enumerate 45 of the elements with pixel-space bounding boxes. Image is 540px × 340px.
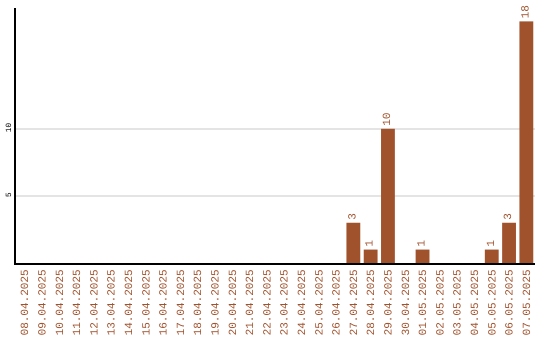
x-tick-label: 26.04.2025 (332, 269, 344, 336)
bar (416, 250, 430, 263)
bar (519, 21, 534, 263)
x-tick-label: 27.04.2025 (348, 269, 361, 336)
data-label: 1 (416, 240, 429, 247)
x-tick-label: 04.05.2025 (470, 269, 482, 336)
y-tick-label: 5 (4, 192, 14, 198)
x-tick-label: 25.04.2025 (314, 269, 326, 336)
data-label: 18 (520, 5, 532, 18)
x-tick-label: 15.04.2025 (141, 269, 154, 336)
x-tick-label: 10.04.2025 (54, 269, 67, 336)
data-label: 1 (486, 240, 498, 247)
x-tick-label: 02.05.2025 (435, 269, 448, 336)
x-tick-label: 09.04.2025 (38, 269, 50, 336)
bar (381, 128, 395, 263)
x-tick-label: 13.04.2025 (106, 269, 119, 336)
x-tick-label: 17.04.2025 (176, 269, 188, 336)
x-tick-label: 19.04.2025 (210, 269, 223, 336)
x-tick-label: 23.04.2025 (280, 269, 292, 336)
x-tick-label: 01.05.2025 (418, 269, 430, 336)
x-tick-label: 06.05.2025 (504, 269, 517, 336)
x-tick-label: 18.04.2025 (193, 269, 206, 336)
x-tick-label: 12.04.2025 (89, 269, 102, 336)
x-tick-label: 14.04.2025 (124, 269, 136, 336)
data-label: 10 (382, 112, 394, 126)
x-tick-label: 08.04.2025 (20, 269, 32, 336)
data-label: 1 (364, 240, 377, 247)
x-tick-label: 07.05.2025 (522, 269, 534, 336)
bar (484, 250, 499, 263)
x-tick-label: 28.04.2025 (366, 269, 378, 336)
x-tick-label: 03.05.2025 (452, 269, 465, 336)
x-tick-label: 21.04.2025 (245, 269, 258, 336)
x-tick-label: 29.04.2025 (384, 269, 396, 336)
x-tick-label: 30.04.2025 (400, 269, 413, 336)
bar (364, 250, 378, 263)
bar (502, 222, 516, 263)
x-tick-label: 16.04.2025 (158, 269, 171, 336)
x-tick-label: 11.04.2025 (72, 269, 84, 336)
x-tick-label: 24.04.2025 (297, 269, 310, 336)
x-tick-label: 20.04.2025 (228, 269, 240, 336)
data-label: 3 (347, 213, 360, 220)
data-label: 3 (503, 213, 516, 220)
bar (346, 222, 360, 263)
x-tick-label: 05.05.2025 (487, 269, 500, 336)
x-tick-label: 22.04.2025 (262, 269, 274, 336)
